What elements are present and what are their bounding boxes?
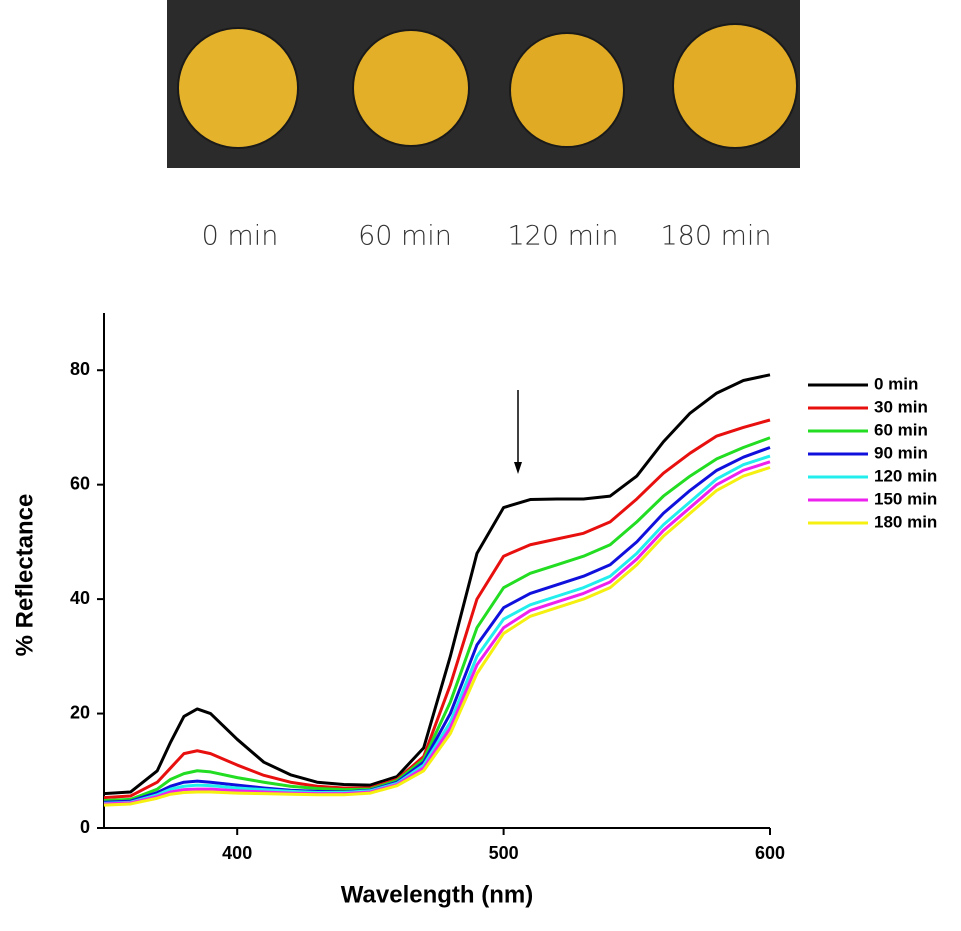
y-tick-label: 20	[70, 702, 90, 722]
legend-label: 150 min	[874, 489, 937, 508]
series-line	[103, 460, 771, 806]
series-line	[103, 373, 771, 796]
series-line	[103, 466, 771, 807]
sample-disc	[509, 32, 625, 148]
arrow-head	[514, 462, 522, 474]
legend-label: 180 min	[874, 512, 937, 531]
photo-label: 0 min	[202, 221, 279, 252]
x-tick-label: 600	[755, 843, 785, 863]
photo-label: 180 min	[660, 221, 771, 252]
series-line	[103, 418, 771, 800]
sample-disc	[672, 23, 798, 149]
x-axis-title: Wavelength (nm)	[341, 881, 533, 908]
series-line	[103, 436, 771, 803]
series-line	[103, 454, 771, 805]
legend-label: 90 min	[874, 443, 928, 462]
y-tick-label: 80	[70, 359, 90, 379]
legend-label: 0 min	[874, 374, 918, 393]
sample-disc	[352, 29, 470, 147]
photo	[167, 0, 800, 168]
arrow	[514, 390, 522, 474]
legend-label: 60 min	[874, 420, 928, 439]
sample-disc	[177, 27, 299, 149]
y-tick-label: 0	[80, 817, 90, 837]
x-tick-label: 400	[222, 843, 252, 863]
photo-label: 120 min	[507, 221, 618, 252]
y-tick-label: 40	[70, 588, 90, 608]
series-line	[103, 446, 771, 804]
legend-label: 120 min	[874, 466, 937, 485]
legend-label: 30 min	[874, 397, 928, 416]
x-tick-label: 500	[489, 843, 519, 863]
y-tick-label: 60	[70, 473, 90, 493]
y-axis-title: % Reflectance	[11, 494, 38, 657]
photo-label: 60 min	[358, 221, 452, 252]
